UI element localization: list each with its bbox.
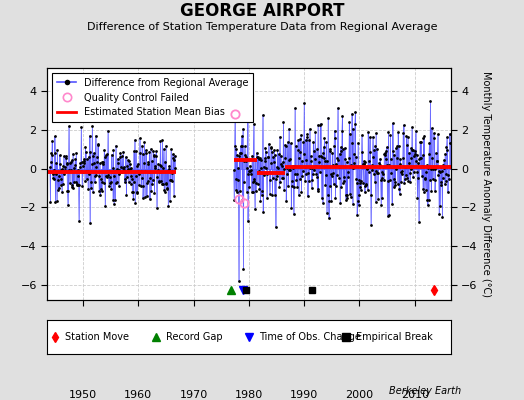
Text: Station Move: Station Move	[66, 332, 129, 342]
Text: GEORGE AIRPORT: GEORGE AIRPORT	[180, 2, 344, 20]
Text: Berkeley Earth: Berkeley Earth	[389, 386, 461, 396]
Text: Time of Obs. Change: Time of Obs. Change	[259, 332, 361, 342]
Legend: Difference from Regional Average, Quality Control Failed, Estimated Station Mean: Difference from Regional Average, Qualit…	[52, 73, 254, 122]
Text: Empirical Break: Empirical Break	[356, 332, 433, 342]
Y-axis label: Monthly Temperature Anomaly Difference (°C): Monthly Temperature Anomaly Difference (…	[482, 71, 492, 297]
Text: Record Gap: Record Gap	[166, 332, 223, 342]
Text: Difference of Station Temperature Data from Regional Average: Difference of Station Temperature Data f…	[87, 22, 437, 32]
